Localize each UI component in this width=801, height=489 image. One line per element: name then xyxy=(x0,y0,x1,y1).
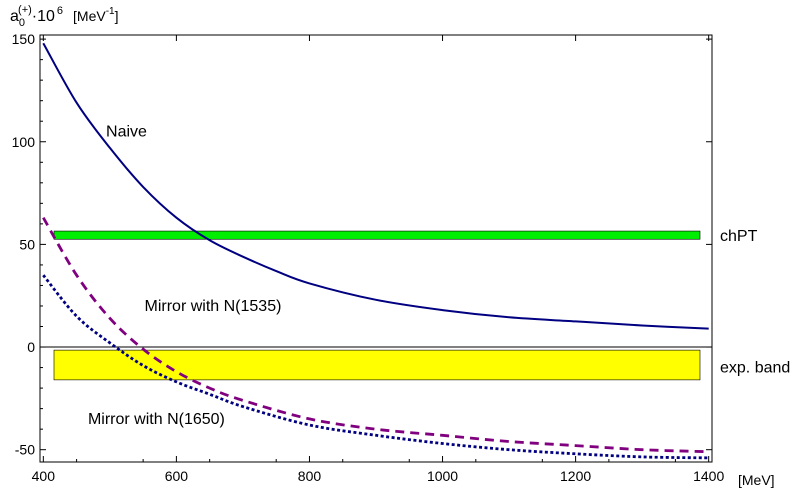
x-tick-label: 1400 xyxy=(693,468,724,484)
y-tick-label: -50 xyxy=(15,442,35,458)
y-axis-label: a0(+)·10 6 [MeV-1] xyxy=(10,4,119,29)
x-tick-label: 1200 xyxy=(560,468,591,484)
annotation-mirror-with-n-1650: Mirror with N(1650) xyxy=(88,411,225,428)
series-mirror-with-n-1650 xyxy=(42,274,709,460)
annotation-chpt: chPT xyxy=(720,228,758,245)
x-tick-label: 1000 xyxy=(427,468,458,484)
y-label-exponent: 6 xyxy=(57,5,63,17)
annotation-exp-band: exp. band xyxy=(720,360,790,377)
y-tick-label: 0 xyxy=(27,339,35,355)
y-tick-label: 100 xyxy=(12,134,36,150)
y-label-symbol: a xyxy=(10,8,19,25)
y-tick-label: 150 xyxy=(12,31,36,47)
x-tick-label: 600 xyxy=(165,468,189,484)
series-layer xyxy=(42,42,709,460)
x-tick-label: 400 xyxy=(32,468,56,484)
y-label-unit-prefix: [MeV xyxy=(73,8,106,24)
x-unit-label: [MeV] xyxy=(738,472,775,488)
plot-frame xyxy=(39,34,713,463)
series-mirror-with-n-1535 xyxy=(42,216,709,454)
series-naive xyxy=(42,42,709,330)
y-label-unit-suffix: ] xyxy=(115,8,119,24)
x-tick-label: 800 xyxy=(298,468,322,484)
band-chpt xyxy=(53,230,701,240)
annotation-naive: Naive xyxy=(106,123,147,140)
annotations-layer: Naive Mirror with N(1535) Mirror with N(16… xyxy=(88,123,790,427)
ticks-layer: 400 600 800 1000 1200 1400 -50 0 50 100 150 xyxy=(12,31,725,484)
y-tick-label: 50 xyxy=(19,236,35,252)
y-label-subscript: 0 xyxy=(19,17,25,29)
y-label-factor: ·10 xyxy=(32,8,55,25)
y-label-unit-exponent: -1 xyxy=(106,6,115,17)
band-exp-band xyxy=(53,349,701,381)
y-label-superscript: (+) xyxy=(18,4,32,16)
annotation-mirror-with-n-1535: Mirror with N(1535) xyxy=(145,298,282,315)
